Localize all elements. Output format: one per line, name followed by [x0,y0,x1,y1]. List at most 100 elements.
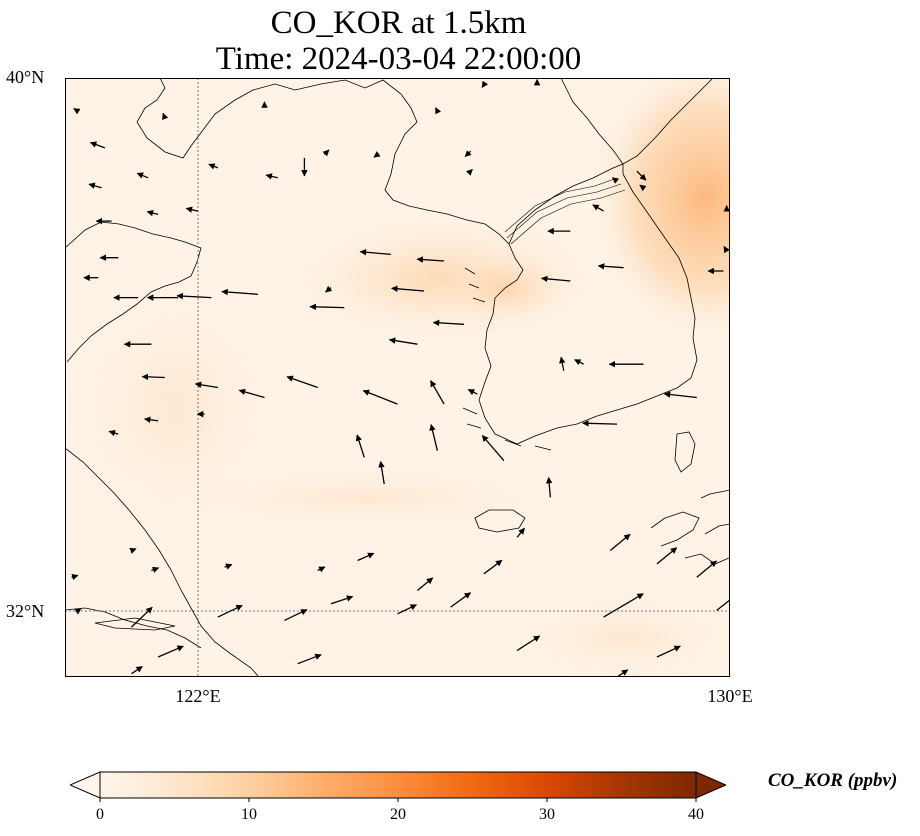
jeju-island [474,509,526,533]
wind-arrow [416,577,434,592]
colorbar [70,771,726,802]
wind-arrow [464,150,472,158]
wind-arrow [388,337,418,345]
wind-arrow [450,592,472,608]
colorbar-ticks [99,798,697,802]
wind-arrow [696,560,718,578]
wind-arrow [597,263,624,270]
colorbar-tick-label-30: 30 [539,806,555,823]
wind-arrow [136,172,149,179]
wind-arrow [592,204,604,212]
wind-arrow [516,527,525,538]
colorbar-extend-min [70,771,101,799]
colorbar-gradient [99,771,697,799]
wind-arrow [378,460,385,485]
wind-arrow [429,423,439,451]
wind-arrow [194,381,219,389]
wind-arrow [208,163,219,170]
colorbar-label: CO_KOR (ppbv) [768,770,898,791]
wind-arrow [362,389,398,405]
wind-arrow [238,388,265,399]
lat-label-32n: 32°N [6,601,45,621]
wind-arrow [224,563,233,570]
wind-arrow [146,209,159,217]
wind-arrow [663,391,697,399]
map-panel[interactable] [65,78,730,677]
wind-arrow [357,552,375,562]
wind-arrow [88,182,102,189]
colorbar-tick-label-20: 20 [390,806,406,823]
wind-arrow [540,275,571,283]
wind-arrow [639,184,647,192]
map-title-line1: CO_KOR at 1.5km [270,5,527,41]
wind-arrow [355,434,365,458]
map-frame [65,78,730,677]
colorbar-tick-label-10: 10 [241,806,257,823]
wind-arrow [545,476,553,498]
coast-liaoning [136,78,510,245]
wind-arrow [131,606,153,628]
wind-arrow [284,609,308,621]
colorbar-tick-label-40: 40 [688,806,704,823]
wind-arrow [325,285,333,293]
wind-arrow [636,170,647,181]
coast-korea-peninsula [478,164,698,445]
wind-arrow [176,292,212,300]
wind-arrow [391,285,425,293]
wind-arrow [71,573,79,581]
wind-arrow [157,645,184,658]
wind-arrow [309,303,345,311]
yangtze-islands [94,617,176,631]
wind-arrow [330,595,354,605]
wind-arrow [582,420,618,427]
wind-arrow [616,669,629,677]
map-title-line2: Time: 2024-03-04 22:00:00 [215,41,582,77]
wind-arrow [317,566,326,573]
wind-arrow [465,168,473,176]
wind-arrow [397,604,417,615]
concentration-field [65,78,730,677]
wind-arrow [435,107,442,115]
coast-jiangsu [65,447,260,677]
wind-arrow [217,604,243,618]
lon-label-130e: 130°E [707,686,753,706]
wind-arrow [611,177,620,184]
wind-arrow [723,245,730,254]
wind-arrow [73,108,81,115]
wind-arrow [129,547,137,554]
wind-arrow [574,359,584,366]
wind-arrow [430,380,445,405]
wind-arrow [609,533,631,552]
wind-arrow [143,416,159,423]
wind-arrow [483,559,503,575]
wind-arrow [359,248,391,256]
wind-arrow [656,645,681,658]
tsushima-island [674,431,696,473]
wind-vectors [71,78,730,677]
wind-arrow [467,389,478,396]
gridlines [65,78,730,677]
lat-label-40n: 40°N [6,67,45,87]
coast-north-korea-east [560,78,624,165]
wind-arrow [131,665,143,675]
wind-arrow [481,435,505,462]
wind-arrow [603,593,644,618]
wind-arrow [481,80,489,88]
wind-arrow [221,288,258,296]
wind-arrow [373,151,381,158]
wind-arrow [656,547,678,565]
coast-shandong [65,221,202,363]
korean-islands [462,267,552,451]
wind-arrow [89,141,106,149]
coast-north-korea-west [508,163,624,245]
wind-arrow [162,112,169,121]
wind-arrow [559,356,566,371]
colorbar-tick-label-0: 0 [96,806,104,823]
wind-arrow [151,566,160,573]
wind-arrow [416,256,445,263]
wind-arrow [432,319,465,327]
coast-east-ne [622,78,714,165]
wind-arrow [265,173,278,180]
colorbar-extend-max [695,771,726,799]
wind-arrow [322,149,330,157]
